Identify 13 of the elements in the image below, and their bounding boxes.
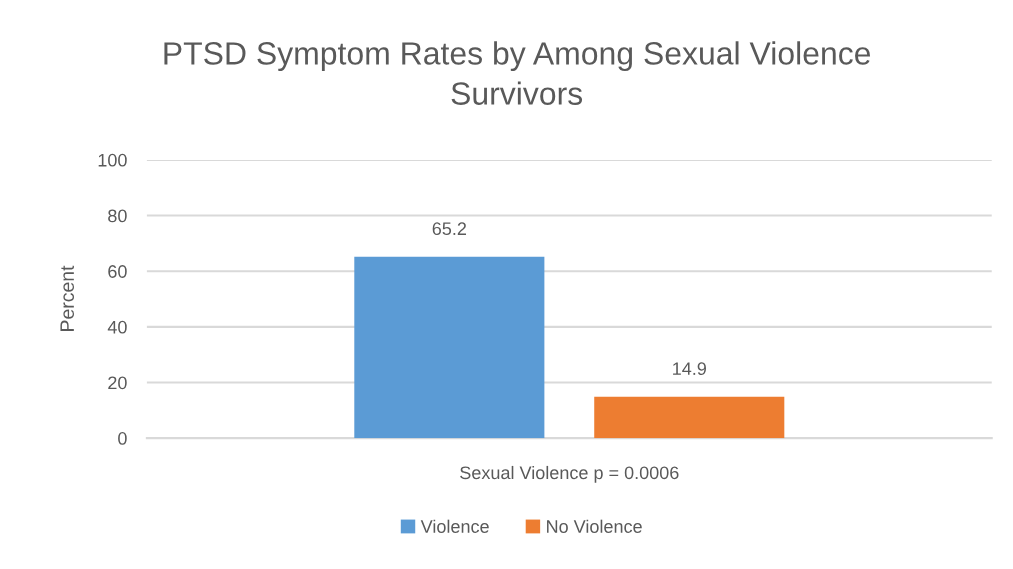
y-tick-label: 80 [108, 209, 127, 223]
chart-title: PTSD Symptom Rates by Among Sexual Violence Survivors [164, 41, 871, 105]
y-tick-label: 100 [98, 153, 127, 167]
legend-label: No Violence [547, 519, 642, 533]
data-label: 14.9 [673, 362, 706, 376]
y-tick-label: 40 [107, 320, 127, 334]
y-tick-label: 60 [108, 265, 127, 278]
y-axis-title: Percent [60, 265, 75, 331]
y-tick-label: 0 [118, 432, 127, 445]
y-tick-label: 20 [108, 376, 127, 390]
x-tick-label: Sexual Violence p = 0.0006 [460, 465, 679, 483]
legend-label: Violence [420, 519, 489, 533]
data-label: 65.2 [432, 222, 466, 236]
